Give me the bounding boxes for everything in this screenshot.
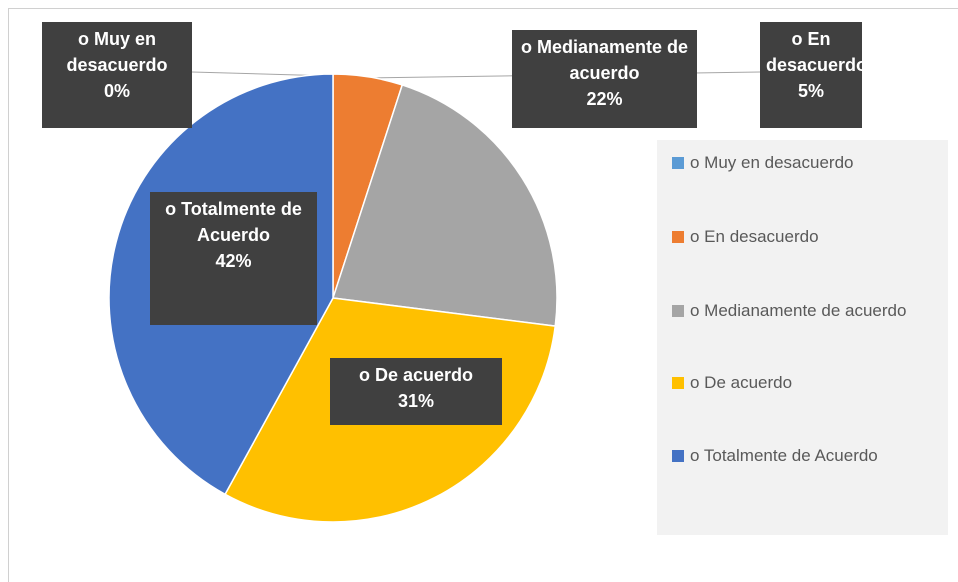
data-label: o En desacuerdo 5% [760,22,868,128]
data-label: o Muy en desacuerdo 0% [42,22,192,128]
data-label-name: o Medianamente de acuerdo [520,37,689,83]
data-label: o De acuerdo 31% [330,358,502,425]
chart-border [8,8,958,582]
data-label-name: o Totalmente de Acuerdo [165,199,302,245]
data-label: o Totalmente de Acuerdo 42% [150,192,317,325]
legend-background [657,140,948,535]
data-label-name: o De acuerdo [358,365,474,385]
legend-label: o En desacuerdo [690,227,819,246]
legend-label: o De acuerdo [690,373,793,392]
data-label-value: 22% [586,89,623,109]
legend-swatch [672,377,684,389]
data-label-name: o En desacuerdo [766,29,868,75]
data-label-name: o Muy en desacuerdo [66,29,168,75]
legend-label: o Medianamente de acuerdo [690,301,907,320]
legend-label: o Muy en desacuerdo [690,153,854,172]
legend-swatch [672,157,684,169]
legend-swatch [672,231,684,243]
pie-slice [332,84,558,327]
legend-swatch [672,305,684,317]
data-label-value: 42% [215,251,252,271]
data-label: o Medianamente de acuerdo 22% [512,30,697,128]
data-label-value: 0% [103,81,130,101]
legend-label: o Totalmente de Acuerdo [690,446,878,465]
legend-swatch [672,450,684,462]
data-label-value: 31% [397,391,435,411]
data-label-value: 5% [797,81,824,101]
